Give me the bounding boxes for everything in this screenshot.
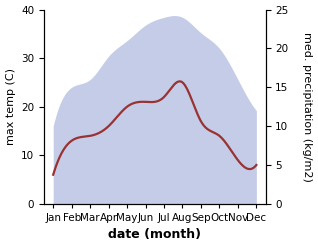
Y-axis label: max temp (C): max temp (C) bbox=[5, 68, 16, 145]
Y-axis label: med. precipitation (kg/m2): med. precipitation (kg/m2) bbox=[302, 32, 313, 182]
X-axis label: date (month): date (month) bbox=[108, 228, 201, 242]
